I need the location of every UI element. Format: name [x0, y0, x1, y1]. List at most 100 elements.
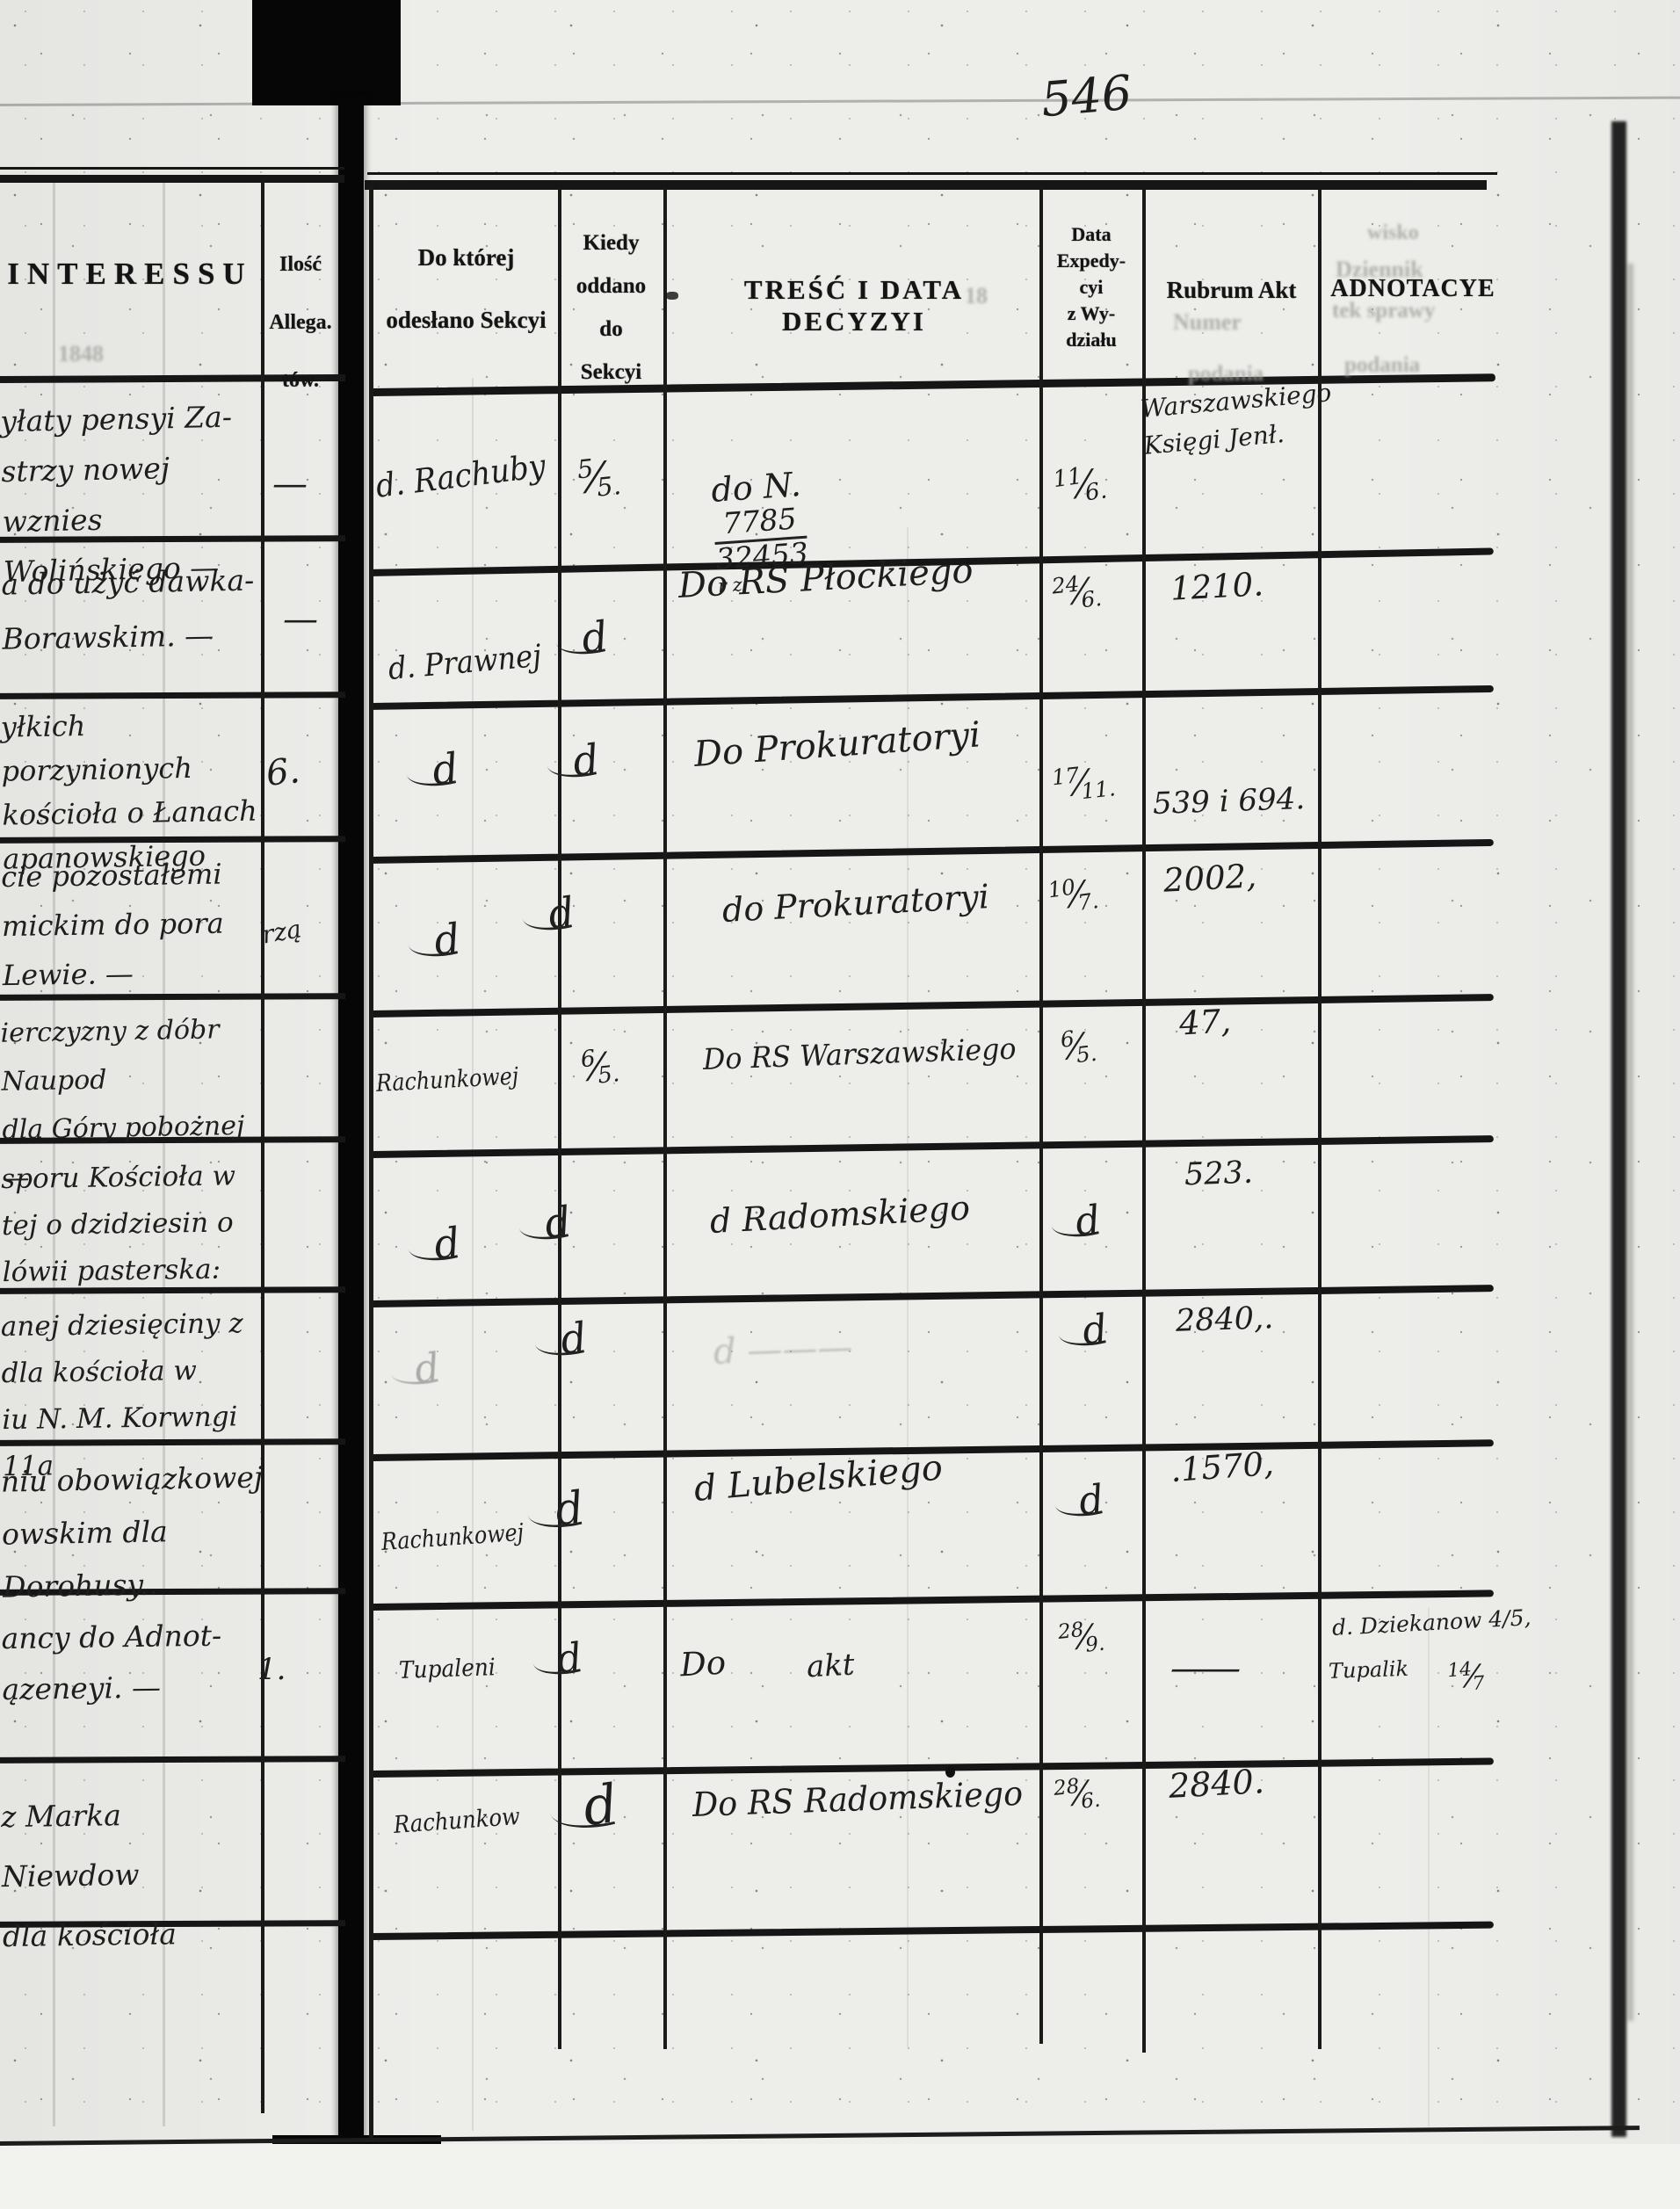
row6-tresc: d Radomskiego: [708, 1188, 971, 1241]
rule-top-thick-left: [0, 175, 344, 183]
header-adnotacye: ADNOTACYE: [1330, 275, 1495, 302]
row-line-right-6: [368, 1285, 1494, 1307]
row8-kiedy-ditto: d: [552, 1481, 587, 1536]
header-rubrum-akt: Rubrum Akt: [1166, 277, 1297, 303]
crease-line-3: [1428, 1608, 1430, 2126]
row4-dataexp-date: 10 ⁄ 7.: [1046, 873, 1101, 916]
row8-dataexp-ditto: d: [1075, 1476, 1107, 1525]
col-line-sekcya-kiedy: [558, 188, 561, 2049]
bleed-fragment: podania: [1344, 353, 1421, 377]
bleed-fragment: wisko: [1367, 221, 1419, 244]
row2-rubrum: 1210.: [1169, 565, 1264, 608]
row7-tresc-ghost: d ———: [713, 1327, 854, 1372]
row9-dataexp-date: 28 ⁄ 9.: [1056, 1618, 1106, 1657]
col-line-kiedy-tresc: [663, 188, 667, 2049]
ink-smudge: [666, 292, 678, 300]
row7-sekcya-ditto: d: [411, 1344, 443, 1393]
bleed-fragment: Numer: [1173, 309, 1242, 335]
col-line-interessu-allega: [261, 180, 264, 2113]
header-ilosc-allegatow: Ilość Allega. tów.: [269, 253, 332, 392]
row6-sekcya-ditto: d: [431, 1218, 464, 1269]
allega-value: 6.: [264, 750, 302, 794]
row4-kiedy-ditto: d: [545, 887, 578, 938]
allega-value: —: [283, 599, 318, 640]
row9-adnotacye-line2: Tupalik: [1328, 1655, 1409, 1684]
row1-dataexp-date: 11 ⁄ 6.: [1051, 462, 1109, 507]
row9-sekcya: Tupaleni: [398, 1654, 496, 1684]
row7-rubrum: 2840,.: [1175, 1300, 1274, 1339]
row3-kiedy-ditto: d: [569, 735, 603, 786]
rule-top-thin-left: [0, 167, 344, 170]
row7-dataexp-ditto: d: [1079, 1306, 1111, 1354]
row5-dataexp-date: 6 ⁄ 5.: [1059, 1025, 1098, 1068]
left-row-text: cie pozostałemi mickim do pora Lewie. —: [0, 857, 224, 993]
bleed-fragment: tek sprawy: [1332, 299, 1436, 322]
row-line-left-9: [0, 1756, 346, 1764]
row6-kiedy-ditto: d: [541, 1197, 575, 1248]
row3-rubrum: 539 i 694.: [1152, 780, 1306, 822]
allega-value: —: [272, 464, 308, 504]
row10-tresc: Do RS Radomskiego: [692, 1773, 1024, 1824]
col-line-rubrum-adnotacye: [1318, 190, 1322, 2049]
row5-rubrum: 47,: [1177, 1002, 1232, 1043]
bleed-fragment: podania: [1188, 362, 1264, 386]
page-right-edge-smudge: [1627, 264, 1633, 2021]
row6-dataexp-ditto: d: [1072, 1197, 1104, 1245]
row2-dataexp-date: 24 ⁄ 6.: [1050, 570, 1104, 613]
row1-sekcya: d. Rachuby: [373, 446, 548, 505]
row-line-right-9: [368, 1757, 1494, 1778]
crease-line-2: [907, 527, 909, 2047]
header-kiedy: Kiedy oddano do Sekcyi: [576, 231, 647, 384]
row9-tresc-do: Do: [678, 1643, 728, 1684]
row4-tresc: do Prokuratoryi: [721, 877, 990, 930]
binding-strip: [338, 98, 364, 2139]
ink-blot: [945, 1766, 955, 1778]
row10-kiedy-ditto: d: [579, 1772, 622, 1839]
row9-adnotacye-line1: d. Dziekanow 4/5,: [1331, 1604, 1532, 1640]
page-right-edge: [1611, 121, 1626, 2137]
row4-sekcya-ditto: d: [431, 914, 464, 965]
left-row-text: z Marka Niewdow dla kościoła: [0, 1798, 177, 1954]
row10-rubrum: 2840.: [1167, 1762, 1265, 1806]
row8-rubrum: .1570,: [1169, 1444, 1276, 1490]
bleed-fragment: 1848: [58, 341, 104, 366]
scanner-bed-bottom: [0, 2144, 1680, 2209]
row7-kiedy-ditto: d: [557, 1313, 590, 1364]
bleed-line-left-1: [53, 176, 55, 2126]
col-line-tresc-dataexp: [1039, 188, 1043, 2044]
row5-sekcya: Rachunkowej: [375, 1062, 519, 1097]
row9-tresc-akt: akt: [805, 1647, 856, 1685]
header-interessu: INTERESSU: [7, 257, 253, 291]
col-line-rightpage-left-frame: [369, 186, 373, 2139]
row8-sekcya: Rachunkowej: [380, 1518, 525, 1556]
row10-sekcya: Rachunkow: [392, 1802, 521, 1839]
crease-line-1: [472, 378, 474, 2131]
rule-top-thin-right: [367, 172, 1497, 175]
row10-dataexp-date: 28 ⁄ 6.: [1052, 1774, 1102, 1814]
row9-kiedy-ditto: d: [554, 1634, 585, 1683]
left-row-text: sporu Kościoła w tej o dzidziesin o lówi…: [1, 1160, 236, 1289]
col-line-dataexp-rubrum: [1142, 190, 1146, 2053]
row1-kiedy-date: 5 ⁄ 5.: [576, 453, 623, 503]
binding-tab-top: [252, 0, 401, 105]
row-line-right-5: [368, 1135, 1494, 1158]
row-line-right-2: [368, 684, 1494, 710]
allega-overflow: rzą: [259, 914, 304, 950]
row-line-right-4: [368, 994, 1494, 1018]
bleed-line-left-2: [163, 176, 165, 2126]
left-row-text: ancy do Adnot- ązeneyi. —: [1, 1618, 222, 1707]
left-row-text: a do użyć dawka- Borawskim. —: [1, 562, 255, 656]
bleed-fragment: 18: [965, 283, 988, 308]
bleed-fragment: Dziennik: [1336, 257, 1423, 282]
header-data-expedycyi: Data Expedy- cyi z Wy- działu: [1056, 223, 1126, 351]
row4-rubrum: 2002,: [1162, 857, 1257, 900]
allega-value: 1.: [257, 1652, 286, 1687]
row6-rubrum: 523.: [1184, 1155, 1254, 1193]
page-bottom-edge: [0, 2126, 1640, 2146]
row1-rubrum: Warszawskiego Księgi Jenł.: [1139, 378, 1333, 460]
row2-kiedy-ditto: d: [578, 612, 612, 663]
row-line-right-3: [368, 838, 1494, 864]
row5-kiedy-date: 6 ⁄ 5.: [579, 1045, 621, 1090]
row-line-left-2: [0, 692, 346, 699]
row2-sekcya: d. Prawnej: [387, 638, 543, 687]
